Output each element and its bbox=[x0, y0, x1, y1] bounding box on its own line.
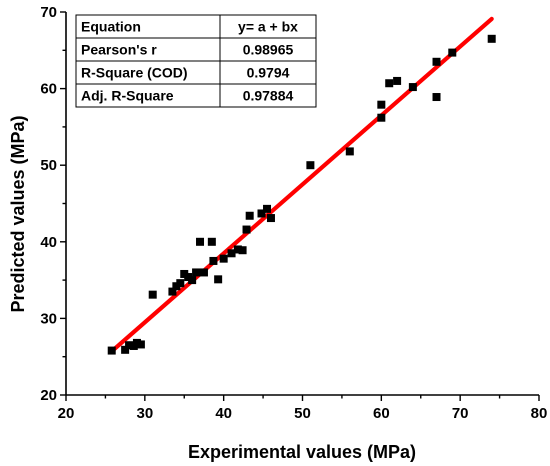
y-axis-title: Predicted values (MPa) bbox=[8, 115, 28, 312]
stats-table: Equation y= a + bx Pearson's r 0.98965 R-Squ… bbox=[75, 14, 317, 108]
stats-table-value: 0.9794 bbox=[247, 65, 290, 81]
data-point bbox=[377, 100, 386, 109]
data-point bbox=[219, 254, 228, 263]
stats-table-label: Pearson's r bbox=[81, 42, 157, 58]
x-tick-label: 50 bbox=[294, 405, 311, 422]
data-point bbox=[238, 246, 247, 255]
data-point bbox=[196, 237, 205, 246]
data-point bbox=[125, 341, 134, 350]
data-point bbox=[242, 225, 251, 234]
data-point bbox=[207, 237, 216, 246]
data-point bbox=[107, 346, 116, 355]
y-tick-label: 30 bbox=[40, 310, 57, 327]
data-point bbox=[448, 48, 457, 57]
stats-table-label: R-Square (COD) bbox=[81, 65, 188, 81]
data-point bbox=[432, 93, 441, 102]
data-point bbox=[233, 245, 242, 254]
data-point bbox=[385, 79, 394, 88]
data-point bbox=[188, 276, 197, 285]
data-point bbox=[214, 275, 223, 284]
data-point bbox=[306, 161, 315, 170]
ticks: 20 30 40 50 60 70 80 20 30 40 50 60 70 bbox=[40, 4, 547, 422]
data-point bbox=[227, 249, 236, 258]
data-point bbox=[345, 147, 354, 156]
data-point bbox=[432, 57, 441, 66]
data-point bbox=[168, 287, 177, 296]
x-tick-label: 20 bbox=[58, 405, 75, 422]
stats-table-label: Equation bbox=[81, 19, 141, 35]
regression-line bbox=[109, 16, 494, 354]
data-point bbox=[266, 214, 275, 223]
stats-table-value: y= a + bx bbox=[238, 19, 298, 35]
y-tick-label: 70 bbox=[40, 4, 57, 21]
y-tick-label: 60 bbox=[40, 81, 57, 98]
x-tick-label: 30 bbox=[136, 405, 153, 422]
x-tick-label: 60 bbox=[373, 405, 390, 422]
x-tick-label: 80 bbox=[531, 405, 548, 422]
data-point bbox=[209, 256, 218, 265]
y-tick-label: 20 bbox=[40, 387, 57, 404]
data-point bbox=[176, 279, 185, 288]
x-axis-title: Experimental values (MPa) bbox=[188, 442, 416, 462]
y-tick-label: 50 bbox=[40, 157, 57, 174]
data-point bbox=[377, 113, 386, 122]
data-point bbox=[148, 290, 157, 299]
x-tick-label: 70 bbox=[452, 405, 469, 422]
x-tick-label: 40 bbox=[215, 405, 232, 422]
data-point bbox=[408, 83, 417, 92]
data-point bbox=[257, 209, 266, 218]
data-point bbox=[199, 268, 208, 277]
stats-table-value: 0.97884 bbox=[243, 88, 294, 104]
data-point bbox=[393, 76, 402, 85]
data-point bbox=[192, 268, 201, 277]
data-point bbox=[245, 211, 254, 220]
data-point bbox=[136, 340, 145, 349]
y-tick-label: 40 bbox=[40, 234, 57, 251]
data-points bbox=[107, 34, 496, 355]
data-point bbox=[121, 345, 130, 354]
data-point bbox=[487, 34, 496, 43]
fit-line-group bbox=[109, 16, 494, 354]
data-point bbox=[263, 204, 272, 213]
stats-table-label: Adj. R-Square bbox=[81, 88, 174, 104]
stats-table-value: 0.98965 bbox=[243, 42, 294, 58]
